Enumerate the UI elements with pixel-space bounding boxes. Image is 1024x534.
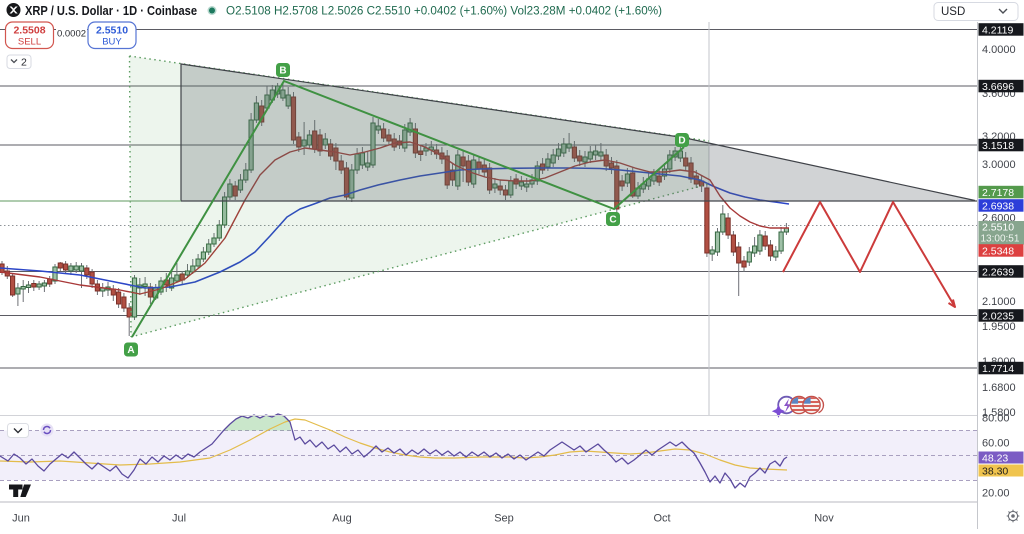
svg-text:3.0000: 3.0000 [982,159,1016,171]
svg-text:2.5510: 2.5510 [982,222,1014,234]
svg-text:3.6696: 3.6696 [982,81,1014,93]
svg-text:1.7714: 1.7714 [982,363,1014,375]
svg-text:4.0000: 4.0000 [982,44,1016,56]
svg-text:1.6800: 1.6800 [982,382,1016,394]
svg-text:80.00: 80.00 [982,412,1010,424]
svg-text:Oct: Oct [653,513,670,525]
svg-text:2.6938: 2.6938 [982,200,1014,212]
svg-text:4.2119: 4.2119 [982,24,1013,36]
svg-text:XRP / U.S. Dollar · 1D · Coinb: XRP / U.S. Dollar · 1D · Coinbase [25,3,197,18]
svg-text:2.5348: 2.5348 [982,245,1014,257]
svg-text:D: D [678,136,685,147]
svg-text:3.1518: 3.1518 [982,140,1014,152]
svg-text:2.1000: 2.1000 [982,296,1016,308]
svg-text:2.7178: 2.7178 [982,187,1014,199]
svg-text:USD: USD [941,6,965,18]
svg-text:0.0002: 0.0002 [57,29,86,40]
svg-text:SELL: SELL [18,37,41,48]
svg-text:A: A [127,345,134,356]
svg-text:Sep: Sep [494,513,514,525]
svg-text:13:00:51: 13:00:51 [981,234,1020,245]
svg-text:38.30: 38.30 [982,465,1008,477]
svg-text:60.00: 60.00 [982,437,1010,449]
svg-text:Jul: Jul [172,513,186,525]
svg-text:20.00: 20.00 [982,487,1010,499]
svg-text:Nov: Nov [814,513,834,525]
svg-text:2.5508: 2.5508 [13,25,45,37]
svg-text:2.5510: 2.5510 [96,25,128,37]
svg-text:Aug: Aug [332,513,352,525]
svg-text:Jun: Jun [12,513,30,525]
svg-text:2.2639: 2.2639 [982,266,1014,278]
svg-text:2.0235: 2.0235 [982,310,1014,322]
svg-text:48.23: 48.23 [982,452,1008,464]
svg-text:2: 2 [21,57,27,69]
svg-text:B: B [279,66,286,77]
svg-text:C: C [609,215,616,226]
svg-text:BUY: BUY [102,37,122,48]
svg-text:O2.5108 H2.5708 L2.5026 C2.: O2.5108 H2.5708 L2.5026 C2.5510 +0.0402 … [226,6,662,18]
svg-text:1.9500: 1.9500 [982,321,1016,333]
